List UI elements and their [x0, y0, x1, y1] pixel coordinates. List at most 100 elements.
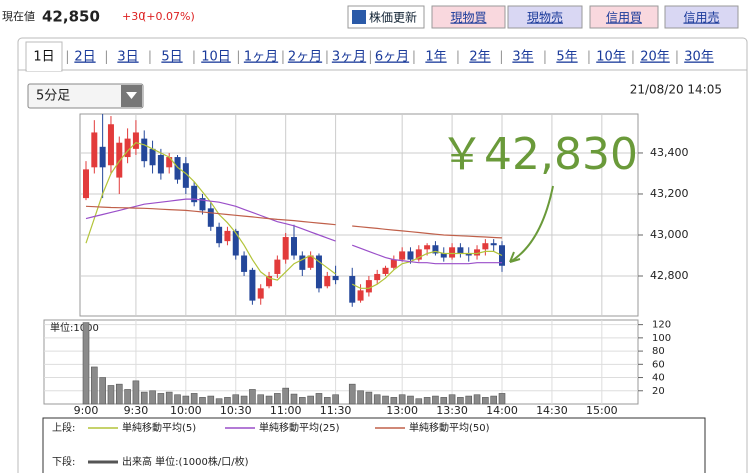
period-tab[interactable]: 20年	[640, 50, 670, 65]
volume-bar	[440, 397, 448, 405]
candle-body	[457, 247, 464, 254]
candle-body	[132, 132, 139, 149]
volume-bar	[132, 380, 140, 405]
volume-bar	[365, 391, 373, 405]
volume-bar	[91, 366, 98, 405]
period-tab[interactable]: 1日	[33, 50, 54, 65]
period-tab[interactable]: 10日	[201, 50, 231, 65]
x-tick-label: 9:30	[124, 404, 149, 417]
candle-body	[257, 288, 264, 299]
volume-bar	[107, 385, 115, 405]
period-tab[interactable]: 5年	[556, 50, 577, 65]
moving-average-line	[85, 142, 503, 289]
period-tab[interactable]: 2ヶ月	[288, 50, 322, 65]
button-label: 現物買	[450, 11, 486, 25]
candle-body	[332, 276, 339, 281]
volume-bar	[190, 393, 198, 405]
volume-bar	[282, 387, 289, 405]
x-tick-label: 10:00	[170, 404, 202, 417]
period-tab[interactable]: 3ヶ月	[332, 50, 366, 65]
period-tab[interactable]: 1年	[425, 50, 446, 65]
annotation-arrowhead	[509, 251, 521, 263]
tab-separator: |	[236, 50, 240, 65]
button-label: 株価更新	[369, 10, 417, 25]
period-tab[interactable]: 3年	[512, 50, 533, 65]
tab-separator: |	[543, 50, 547, 65]
tab-separator: |	[675, 50, 679, 65]
period-tab[interactable]: 1ヶ月	[244, 50, 278, 65]
price-annotation: ￥42,830	[440, 129, 638, 180]
volume-bar	[199, 397, 206, 405]
candle-body	[349, 276, 356, 303]
period-tab[interactable]: 30年	[684, 50, 714, 65]
action-button[interactable]	[347, 5, 425, 29]
volume-bar	[265, 395, 273, 405]
volume-bar	[432, 395, 439, 405]
volume-bar	[307, 395, 314, 405]
period-tab[interactable]: 3日	[117, 50, 138, 65]
x-tick-label: 14:00	[486, 404, 518, 417]
price-change: +30	[122, 10, 145, 23]
volume-bar	[448, 394, 456, 405]
x-tick-label: 13:00	[386, 404, 418, 417]
tab-separator: |	[412, 50, 416, 65]
volume-tick-label: 80	[652, 346, 665, 357]
tab-separator: |	[281, 50, 285, 65]
legend: 単純移動平均(5) 単純移動平均(25) 単純移動平均(50) 出来高 単位:(100…	[88, 421, 490, 468]
volume-bar	[174, 394, 181, 405]
tab-separator: |	[65, 50, 69, 65]
tab-bar: 1日 2日| 3日| 5日| 10日| 1ヶ月| 2ヶ月| 3ヶ月| 6ヶ月| 1年| 2年| 3年|…	[33, 50, 713, 65]
volume-bar	[82, 322, 90, 405]
x-tick-label: 15:00	[586, 404, 618, 417]
volume-bar	[290, 393, 298, 405]
volume-bar	[240, 395, 248, 405]
period-tab[interactable]: 10年	[596, 50, 626, 65]
button-bar: 株価更新 現物買 現物売 信用買 信用売	[347, 5, 739, 29]
candle-body	[241, 255, 248, 272]
candle-body	[107, 124, 114, 166]
action-button[interactable]	[431, 5, 506, 29]
volume-bar	[373, 394, 381, 405]
volume-bar	[457, 397, 464, 405]
candle-body	[357, 290, 364, 301]
period-tab[interactable]: 5日	[161, 50, 182, 65]
candle-body	[83, 169, 89, 199]
price-tick-label: 43,400	[650, 146, 689, 159]
volume-bar	[115, 383, 123, 405]
candle-body	[432, 245, 439, 254]
candle-body	[282, 237, 289, 260]
volume-bar	[407, 395, 414, 405]
volume-bar	[490, 395, 497, 405]
legend-label: 単純移動平均(50)	[409, 421, 490, 434]
candle-body	[207, 208, 214, 227]
candle-body	[307, 255, 314, 268]
action-button[interactable]	[507, 5, 583, 29]
interval-dropdown[interactable]	[27, 83, 144, 109]
button-label: 信用買	[606, 11, 642, 25]
volume-bar	[315, 393, 323, 405]
chart-frame	[17, 37, 748, 473]
price-tick-label: 43,000	[650, 228, 689, 241]
candle-body	[166, 157, 173, 168]
legend-upper-title: 上段:	[52, 421, 75, 434]
candle-body	[249, 269, 256, 301]
volume-bar	[348, 383, 356, 405]
period-tab[interactable]: 2日	[74, 50, 95, 65]
volume-bar	[274, 393, 281, 405]
candle-body	[299, 255, 306, 270]
refresh-icon	[352, 10, 366, 24]
period-tab[interactable]: 6ヶ月	[375, 50, 409, 65]
candle-body	[399, 251, 406, 260]
action-button[interactable]	[589, 5, 659, 29]
candle-body	[474, 249, 481, 256]
candle-body	[149, 148, 156, 166]
tab-separator: |	[148, 50, 152, 65]
volume-bar	[182, 395, 190, 405]
volume-bar	[332, 394, 339, 405]
x-tick-label: 11:00	[270, 404, 302, 417]
tab-separator: |	[368, 50, 372, 65]
action-button[interactable]	[664, 5, 739, 29]
x-tick-label: 9:00	[74, 404, 99, 417]
candle-body	[365, 280, 372, 293]
period-tab[interactable]: 2年	[469, 50, 490, 65]
